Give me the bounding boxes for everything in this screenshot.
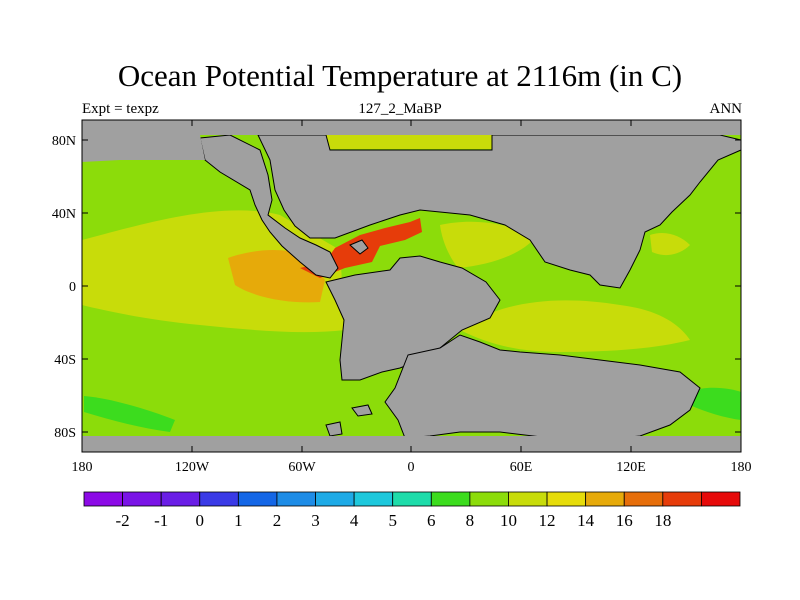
east-indian-cold (690, 387, 741, 420)
east-warm-patch (650, 233, 690, 256)
x-tick-label: 120W (175, 460, 210, 475)
x-tick-label: 180 (72, 460, 93, 475)
central-warm-water (440, 221, 535, 268)
colorbar-swatch (353, 491, 394, 507)
y-tick-label: 40N (52, 207, 76, 222)
colorbar-swatch (430, 491, 471, 507)
colorbar-swatch (701, 491, 741, 507)
colorbar-label: 1 (234, 511, 243, 530)
colorbar-swatch (237, 491, 278, 507)
y-tick-label: 40S (54, 353, 76, 368)
colorbar-swatch (199, 491, 239, 507)
x-tick-label: 180 (731, 460, 752, 475)
x-tick-label: 120E (616, 460, 646, 475)
island-south-pacific (351, 404, 373, 417)
colorbar-swatch (276, 491, 316, 507)
time-label: 127_2_MaBP (358, 101, 442, 117)
colorbar-label: 8 (466, 511, 475, 530)
colorbar-label: 2 (273, 511, 282, 530)
landmass-africa-asia-south (384, 334, 701, 441)
landmass-north-america (199, 134, 339, 279)
colorbar-swatch (585, 491, 625, 507)
colorbar-label: 16 (616, 511, 633, 530)
y-tick-label: 80S (54, 426, 76, 441)
colorbar-swatch (392, 491, 432, 507)
chart-title: Ocean Potential Temperature at 2116m (in… (117, 58, 683, 93)
colorbar-label: -1 (154, 511, 168, 530)
y-tick-label: 0 (69, 280, 76, 295)
x-tick-label: 60E (510, 460, 533, 475)
land-west-arctic (82, 135, 205, 162)
y-tick-label: 80N (52, 134, 76, 149)
colorbar-label: 0 (196, 511, 205, 530)
season-label: ANN (709, 101, 743, 117)
colorbar: -2 -1 0 1 2 3 4 5 6 8 10 12 14 16 18 (83, 491, 741, 530)
colorbar-swatch (315, 491, 355, 507)
x-tick-label: 0 (408, 460, 415, 475)
colorbar-swatch (662, 491, 702, 507)
island-south (325, 421, 343, 437)
landmass-eurasia-north (257, 134, 742, 289)
colorbar-label: 5 (388, 511, 397, 530)
colorbar-label: 12 (539, 511, 556, 530)
island-north-atlantic (349, 239, 369, 255)
colorbar-swatch (83, 491, 123, 507)
colorbar-swatch (546, 491, 587, 507)
colorbar-label: 18 (654, 511, 671, 530)
colorbar-label: -2 (116, 511, 130, 530)
landmass-south-america (325, 255, 501, 381)
colorbar-label: 4 (350, 511, 359, 530)
colorbar-swatch (160, 491, 201, 507)
land-bottom-strip (82, 436, 741, 452)
colorbar-label: 6 (427, 511, 436, 530)
experiment-label: Expt = texpz (82, 101, 159, 117)
indian-south-warm (460, 300, 690, 352)
colorbar-label: 10 (500, 511, 517, 530)
colorbar-swatch (623, 491, 664, 507)
colorbar-label: 3 (311, 511, 320, 530)
colorbar-swatch (469, 491, 509, 507)
colorbar-swatch (508, 491, 548, 507)
colorbar-swatch (122, 491, 162, 507)
southern-pacific-cold (84, 396, 175, 432)
colorbar-label: 14 (577, 511, 595, 530)
land-top-strip (82, 120, 741, 135)
x-tick-label: 60W (288, 460, 316, 475)
